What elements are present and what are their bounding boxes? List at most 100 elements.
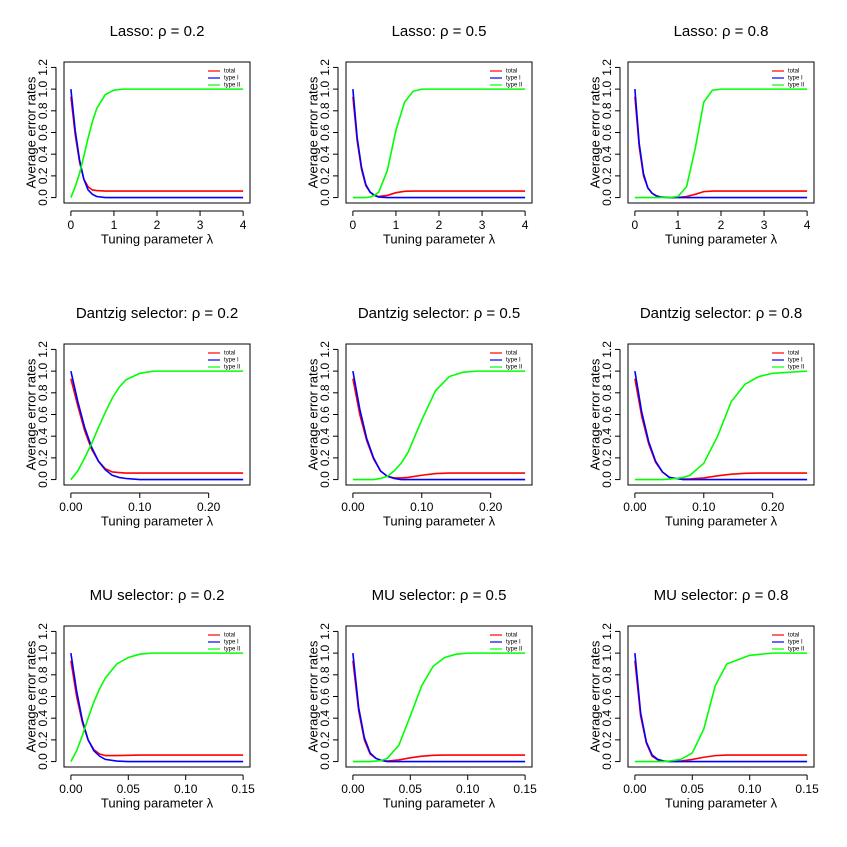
y-tick-label: 1.0 bbox=[318, 644, 332, 661]
series-line bbox=[70, 88, 244, 198]
y-tick-label: 0.2 bbox=[318, 731, 332, 748]
legend-label: type I bbox=[224, 76, 239, 82]
x-tick-label: 4 bbox=[522, 218, 529, 232]
x-tick-label: 0.10 bbox=[128, 500, 152, 514]
x-axis-label: Tuning parameter λ bbox=[383, 231, 496, 246]
y-tick-label: 0.0 bbox=[600, 471, 614, 488]
y-axis-label: Average error rates bbox=[23, 76, 38, 188]
chart-title: MU selector: ρ = 0.5 bbox=[372, 587, 507, 604]
x-tick-label: 2 bbox=[154, 218, 161, 232]
x-tick-label: 0.00 bbox=[341, 782, 365, 796]
legend-label: total bbox=[506, 69, 517, 75]
x-tick-label: 0.00 bbox=[59, 782, 83, 796]
x-tick-label: 0 bbox=[350, 218, 357, 232]
series-line bbox=[352, 96, 526, 198]
plot-frame bbox=[345, 61, 533, 204]
chart-title: Lasso: ρ = 0.8 bbox=[674, 23, 769, 40]
x-tick-label: 1 bbox=[675, 218, 682, 232]
x-tick-label: 3 bbox=[479, 218, 486, 232]
y-axis-label: Average error rates bbox=[305, 358, 320, 470]
x-tick-label: 0.00 bbox=[623, 500, 647, 514]
y-tick-label: 1.2 bbox=[36, 341, 50, 358]
y-tick-label: 1.0 bbox=[36, 362, 50, 379]
series-line bbox=[70, 89, 244, 199]
plot-frame bbox=[627, 61, 815, 204]
x-tick-label: 0.20 bbox=[761, 500, 785, 514]
legend-label: type I bbox=[788, 640, 803, 646]
panel: Dantzig selector: ρ = 0.8 0.00 0.10 0.20Tun… bbox=[587, 305, 815, 528]
x-tick-label: 3 bbox=[761, 218, 768, 232]
y-tick-label: 1.2 bbox=[36, 623, 50, 640]
y-tick-label: 1.2 bbox=[318, 623, 332, 640]
y-axis-label: Average error rates bbox=[23, 640, 38, 752]
chart-title: Lasso: ρ = 0.2 bbox=[110, 23, 205, 40]
legend-label: type II bbox=[506, 647, 523, 653]
y-tick-label: 0.6 bbox=[318, 688, 332, 705]
y-tick-label: 0.6 bbox=[318, 124, 332, 141]
y-tick-label: 0.8 bbox=[318, 384, 332, 401]
series-line bbox=[70, 653, 244, 763]
y-tick-label: 0.2 bbox=[36, 449, 50, 466]
series-line bbox=[634, 653, 808, 763]
x-tick-label: 2 bbox=[718, 218, 725, 232]
x-axis-label: Tuning parameter λ bbox=[101, 795, 214, 810]
y-axis-label: Average error rates bbox=[305, 76, 320, 188]
x-tick-label: 0.00 bbox=[623, 782, 647, 796]
legend-label: type I bbox=[224, 640, 239, 646]
x-tick-label: 0.10 bbox=[692, 500, 716, 514]
y-tick-label: 0.0 bbox=[600, 189, 614, 206]
series-line bbox=[634, 88, 808, 199]
y-tick-label: 0.8 bbox=[600, 666, 614, 683]
y-tick-label: 0.4 bbox=[36, 146, 50, 163]
x-axis-label: Tuning parameter λ bbox=[101, 513, 214, 528]
x-axis-label: Tuning parameter λ bbox=[101, 231, 214, 246]
x-axis-label: Tuning parameter λ bbox=[383, 795, 496, 810]
series-line bbox=[70, 370, 244, 481]
plot-frame bbox=[627, 625, 815, 768]
y-tick-label: 0.0 bbox=[600, 753, 614, 770]
panel: MU selector: ρ = 0.2 0.00 0.05 0.10 0.15 Tuni… bbox=[23, 587, 255, 810]
series-line bbox=[70, 652, 244, 762]
x-tick-label: 0.15 bbox=[231, 782, 255, 796]
y-tick-label: 1.2 bbox=[600, 623, 614, 640]
y-tick-label: 0.8 bbox=[36, 666, 50, 683]
y-axis-label: Average error rates bbox=[587, 358, 602, 470]
y-axis-label: Average error rates bbox=[305, 640, 320, 752]
y-tick-label: 1.0 bbox=[36, 80, 50, 97]
x-tick-label: 0.20 bbox=[479, 500, 503, 514]
plot-frame bbox=[345, 343, 533, 486]
y-tick-label: 0.6 bbox=[36, 688, 50, 705]
series-line bbox=[634, 370, 808, 481]
y-tick-label: 0.0 bbox=[318, 753, 332, 770]
y-tick-label: 0.2 bbox=[318, 449, 332, 466]
panel: Dantzig selector: ρ = 0.2 0.00 0.10 0.20Tun… bbox=[23, 305, 251, 528]
legend-label: total bbox=[788, 351, 799, 357]
y-tick-label: 1.0 bbox=[600, 644, 614, 661]
chart-title: MU selector: ρ = 0.8 bbox=[654, 587, 789, 604]
legend-label: type II bbox=[224, 365, 241, 371]
legend-label: type I bbox=[224, 358, 239, 364]
x-tick-label: 0.10 bbox=[410, 500, 434, 514]
x-tick-label: 0.05 bbox=[117, 782, 141, 796]
y-tick-label: 0.4 bbox=[318, 710, 332, 727]
y-tick-label: 0.0 bbox=[36, 753, 50, 770]
x-axis-label: Tuning parameter λ bbox=[665, 795, 778, 810]
y-tick-label: 0.4 bbox=[600, 710, 614, 727]
legend-label: total bbox=[788, 633, 799, 639]
panel: Lasso: ρ = 0.8 0 1 2 3 4 Tuning parameter λ 0.0… bbox=[587, 23, 815, 246]
legend-label: total bbox=[224, 69, 235, 75]
legend-label: type I bbox=[788, 76, 803, 82]
y-tick-label: 1.0 bbox=[318, 80, 332, 97]
series-line bbox=[352, 88, 526, 199]
y-tick-label: 0.6 bbox=[600, 688, 614, 705]
series-line bbox=[634, 89, 808, 199]
x-tick-label: 0 bbox=[632, 218, 639, 232]
y-tick-label: 0.4 bbox=[600, 428, 614, 445]
y-tick-label: 1.0 bbox=[600, 80, 614, 97]
series-line bbox=[352, 370, 526, 481]
y-tick-label: 0.4 bbox=[600, 146, 614, 163]
y-tick-label: 0.4 bbox=[318, 428, 332, 445]
y-tick-label: 0.8 bbox=[36, 384, 50, 401]
y-tick-label: 0.4 bbox=[318, 146, 332, 163]
